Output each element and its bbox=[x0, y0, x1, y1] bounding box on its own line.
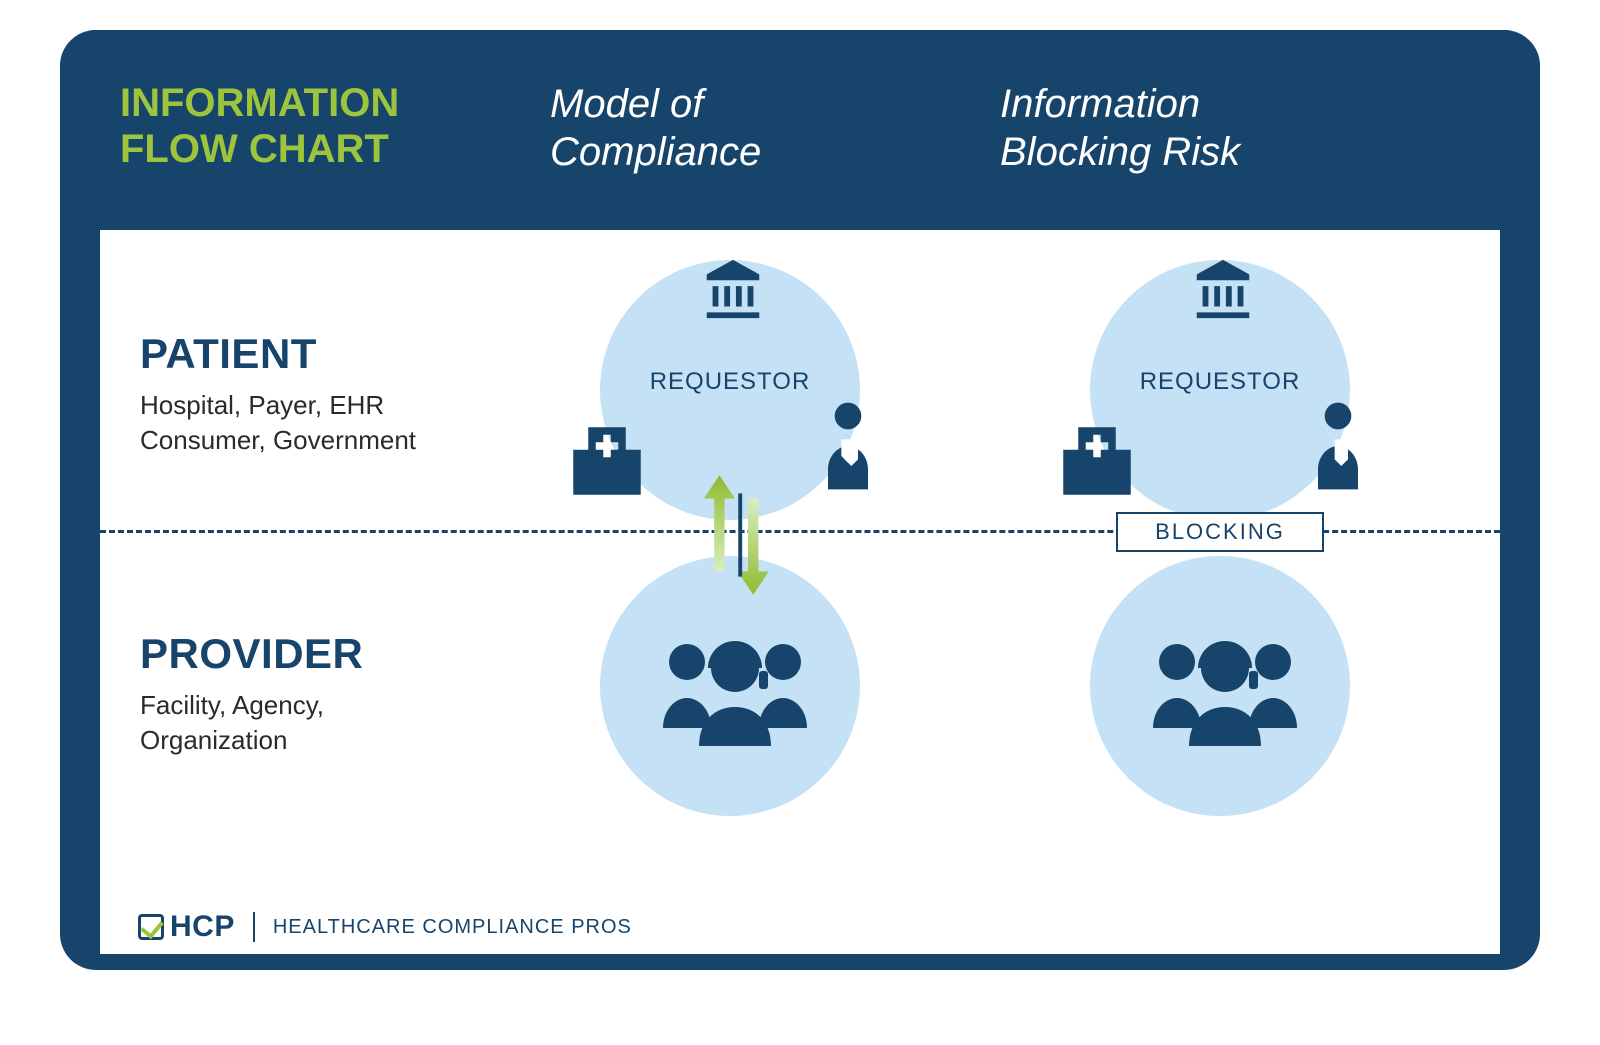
requestor-label: REQUESTOR bbox=[1090, 368, 1350, 396]
divider-bar bbox=[253, 912, 255, 942]
header: INFORMATION FLOW CHART Model of Complian… bbox=[60, 30, 1540, 230]
team-icon bbox=[645, 626, 825, 746]
provider-title: PROVIDER bbox=[140, 630, 363, 678]
brand-text: HCP bbox=[170, 910, 235, 944]
title-line1: INFORMATION bbox=[120, 81, 399, 125]
institution-icon bbox=[1188, 254, 1258, 324]
chart-title: INFORMATION FLOW CHART bbox=[120, 80, 550, 230]
patient-title: PATIENT bbox=[140, 330, 416, 378]
team-icon bbox=[1135, 626, 1315, 746]
requestor-label: REQUESTOR bbox=[600, 368, 860, 396]
requestor-circle-blocking: REQUESTOR bbox=[1090, 260, 1350, 520]
blocking-column: REQUESTOR BLOCKING bbox=[990, 230, 1450, 954]
provider-subtitle: Facility, Agency, Organization bbox=[140, 688, 363, 758]
institution-icon bbox=[698, 254, 768, 324]
body: PATIENT Hospital, Payer, EHR Consumer, G… bbox=[100, 230, 1500, 954]
row-labels: PATIENT Hospital, Payer, EHR Consumer, G… bbox=[100, 230, 500, 954]
hospital-icon bbox=[1052, 416, 1142, 506]
compliance-column: REQUESTOR bbox=[500, 230, 960, 954]
hospital-icon bbox=[562, 416, 652, 506]
patient-subtitle: Hospital, Payer, EHR Consumer, Governmen… bbox=[140, 388, 416, 458]
footer-text: HEALTHCARE COMPLIANCE PROS bbox=[273, 916, 632, 939]
brand-logo: HCP bbox=[138, 910, 235, 944]
patient-icon bbox=[1298, 396, 1378, 496]
checkbox-icon bbox=[138, 914, 164, 940]
patient-icon bbox=[808, 396, 888, 496]
provider-label-block: PROVIDER Facility, Agency, Organization bbox=[140, 630, 363, 758]
col2-header: Information Blocking Risk bbox=[1000, 80, 1430, 230]
footer: HCP HEALTHCARE COMPLIANCE PROS bbox=[138, 910, 632, 944]
title-line2: FLOW CHART bbox=[120, 127, 389, 171]
blocking-badge: BLOCKING bbox=[1116, 512, 1324, 552]
bidirectional-arrows-icon bbox=[690, 470, 780, 600]
patient-label-block: PATIENT Hospital, Payer, EHR Consumer, G… bbox=[140, 330, 416, 458]
infographic-panel: INFORMATION FLOW CHART Model of Complian… bbox=[60, 30, 1540, 970]
col1-header: Model of Compliance bbox=[550, 80, 980, 230]
provider-circle-blocking bbox=[1090, 556, 1350, 816]
